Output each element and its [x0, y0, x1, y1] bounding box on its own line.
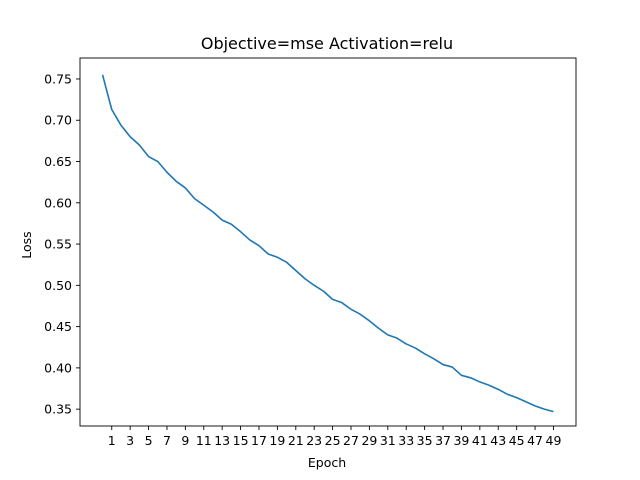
y-tick-label: 0.55: [44, 237, 72, 252]
x-tick-label: 17: [251, 433, 267, 448]
y-tick-label: 0.70: [44, 113, 72, 128]
x-tick-label: 9: [181, 433, 189, 448]
x-tick-label: 13: [214, 433, 230, 448]
x-tick-label: 19: [269, 433, 285, 448]
x-axis-label: Epoch: [308, 455, 346, 470]
plot-area: 1 3 5 7 9 11 13 15 17 19 21 23 25 27 29 31 33 35 37 39 41 43 4…: [44, 57, 577, 448]
x-tick-label: 35: [417, 433, 433, 448]
x-tick-label: 7: [163, 433, 171, 448]
x-tick-label: 31: [380, 433, 396, 448]
x-tick-label: 33: [398, 433, 414, 448]
series-line-0: [101, 74, 554, 413]
x-tick-label: 11: [196, 433, 212, 448]
y-axis-label: Loss: [19, 231, 34, 258]
y-tick-label: 0.75: [44, 71, 72, 86]
x-tick-label: 3: [126, 433, 134, 448]
x-tick-label: 47: [527, 433, 543, 448]
x-tick-label: 41: [472, 433, 488, 448]
y-tick-label: 0.45: [44, 319, 72, 334]
y-tick-label: 0.40: [44, 360, 72, 375]
x-tick-label: 23: [306, 433, 322, 448]
chart-title: Objective=mse Activation=relu: [201, 34, 453, 53]
x-tick-label: 15: [233, 433, 249, 448]
y-tick-label: 0.50: [44, 278, 72, 293]
x-tick-label: 1: [108, 433, 116, 448]
x-tick-label: 49: [546, 433, 562, 448]
x-tick-label: 21: [288, 433, 304, 448]
x-tick-label: 39: [453, 433, 469, 448]
x-tick-label: 43: [490, 433, 506, 448]
x-tick-label: 29: [361, 433, 377, 448]
x-tick-label: 45: [509, 433, 525, 448]
x-tick-label: 25: [325, 433, 341, 448]
x-tick-label: 27: [343, 433, 359, 448]
axes-frame: [79, 57, 577, 427]
y-tick-label: 0.35: [44, 402, 72, 417]
x-tick-label: 37: [435, 433, 451, 448]
y-tick-label: 0.60: [44, 195, 72, 210]
x-tick-label: 5: [145, 433, 153, 448]
y-tick-label: 0.65: [44, 154, 72, 169]
